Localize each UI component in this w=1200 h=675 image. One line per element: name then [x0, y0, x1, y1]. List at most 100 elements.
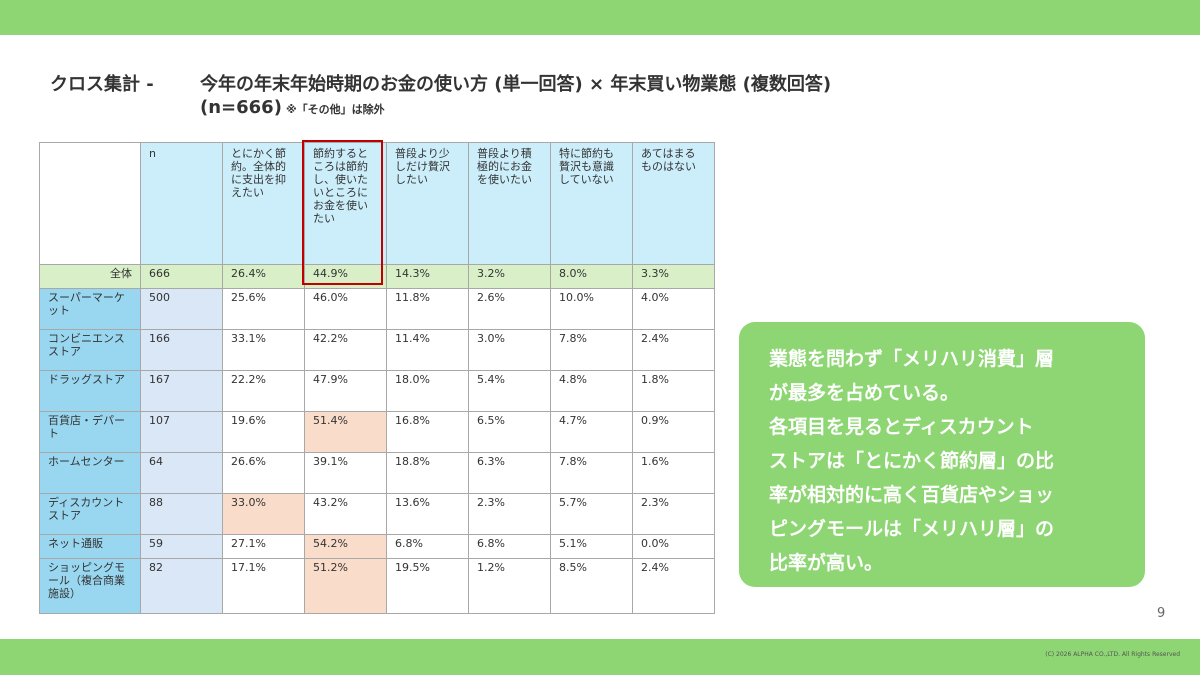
table-cell: 22.2%: [222, 370, 305, 412]
table-cell: 11.8%: [386, 288, 469, 330]
table-cell: 43.2%: [304, 493, 387, 535]
table-cell: 16.8%: [386, 411, 469, 453]
table-cell: 17.1%: [222, 558, 305, 614]
row-label: ホームセンター: [39, 452, 141, 494]
table-row: 百貨店・デパート 107 19.6% 51.4% 16.8% 6.5% 4.7%…: [39, 411, 715, 453]
table-cell: 5.4%: [468, 370, 551, 412]
row-label: コンビニエンスストア: [39, 329, 141, 371]
table-cell: 47.9%: [304, 370, 387, 412]
header-row: n とにかく節約。全体的に支出を抑えたい 節約するところは節約し、使いたいところ…: [39, 142, 715, 265]
table-cell: 18.0%: [386, 370, 469, 412]
table-cell: 2.3%: [468, 493, 551, 535]
table-cell: 4.8%: [550, 370, 633, 412]
row-label: ディスカウントストア: [39, 493, 141, 535]
table-cell: 6.5%: [468, 411, 551, 453]
table-cell: 666: [140, 264, 223, 289]
slide-title: クロス集計 - 今年の年末年始時期のお金の使い方 (単一回答) × 年末買い物業態…: [50, 70, 831, 96]
column-header: 普段より積極的にお金を使いたい: [468, 142, 551, 265]
callout-line: が最多を占めている。: [769, 382, 960, 404]
highlight-frame: [302, 140, 383, 285]
table-cell: 19.5%: [386, 558, 469, 614]
column-header: n: [140, 142, 223, 265]
row-label: スーパーマーケット: [39, 288, 141, 330]
table-cell: 2.6%: [468, 288, 551, 330]
callout-line: 業態を問わず「メリハリ消費」層: [769, 348, 1055, 370]
row-label: ショッピングモール（複合商業施設）: [39, 558, 141, 614]
exclusion-note: ※「その他」は除外: [285, 103, 385, 116]
table-cell: 26.6%: [222, 452, 305, 494]
table-cell: 3.2%: [468, 264, 551, 289]
title-label: クロス集計 -: [50, 74, 154, 95]
table-row: ネット通販 59 27.1% 54.2% 6.8% 6.8% 5.1% 0.0%: [39, 534, 715, 559]
column-header: 節約するところは節約し、使いたいところにお金を使いたい: [304, 142, 387, 265]
table-cell: 167: [140, 370, 223, 412]
callout-line: ピングモールは「メリハリ層」の: [769, 518, 1055, 540]
callout-line: ストアは「とにかく節約層」の比: [769, 450, 1055, 472]
table-cell: 3.3%: [632, 264, 715, 289]
table-cell: 4.0%: [632, 288, 715, 330]
table-cell: 11.4%: [386, 329, 469, 371]
highlighted-cell: 51.4%: [304, 411, 387, 453]
row-label: 百貨店・デパート: [39, 411, 141, 453]
table-cell: 166: [140, 329, 223, 371]
table-cell: 46.0%: [304, 288, 387, 330]
table-row: スーパーマーケット 500 25.6% 46.0% 11.8% 2.6% 10.…: [39, 288, 715, 330]
table-cell: 0.9%: [632, 411, 715, 453]
table-cell: 2.3%: [632, 493, 715, 535]
table-cell: 33.1%: [222, 329, 305, 371]
table-cell: 7.8%: [550, 329, 633, 371]
cross-tab-table: n とにかく節約。全体的に支出を抑えたい 節約するところは節約し、使いたいところ…: [39, 142, 715, 614]
column-header: 特に節約も贅沢も意識していない: [550, 142, 633, 265]
table-cell: 13.6%: [386, 493, 469, 535]
row-label: ネット通販: [39, 534, 141, 559]
row-label: ドラッグストア: [39, 370, 141, 412]
summary-callout: 業態を問わず「メリハリ消費」層 が最多を占めている。 各項目を見るとディスカウン…: [739, 322, 1145, 587]
table-cell: 6.8%: [386, 534, 469, 559]
page-number: 9: [1157, 606, 1166, 621]
total-row: 全体 666 26.4% 44.9% 14.3% 3.2% 8.0% 3.3%: [39, 264, 715, 289]
callout-line: 率が相対的に高く百貨店やショッ: [769, 484, 1055, 506]
table-cell: 19.6%: [222, 411, 305, 453]
table-cell: 5.7%: [550, 493, 633, 535]
table-cell: 1.8%: [632, 370, 715, 412]
title-text: 今年の年末年始時期のお金の使い方 (単一回答) × 年末買い物業態 (複数回答): [200, 74, 832, 95]
callout-line: 各項目を見るとディスカウント: [769, 416, 1034, 438]
table-cell: 1.2%: [468, 558, 551, 614]
table-cell: 64: [140, 452, 223, 494]
table-cell: 6.3%: [468, 452, 551, 494]
table-row: ドラッグストア 167 22.2% 47.9% 18.0% 5.4% 4.8% …: [39, 370, 715, 412]
row-label: 全体: [39, 264, 141, 289]
highlighted-cell: 33.0%: [222, 493, 305, 535]
table-row: コンビニエンスストア 166 33.1% 42.2% 11.4% 3.0% 7.…: [39, 329, 715, 371]
highlighted-cell: 51.2%: [304, 558, 387, 614]
slide-subtitle: (n=666) ※「その他」は除外: [200, 97, 385, 118]
sample-size: (n=666): [200, 97, 282, 118]
top-banner: [0, 0, 1200, 35]
table-cell: 7.8%: [550, 452, 633, 494]
table-cell: 42.2%: [304, 329, 387, 371]
copyright-text: (C) 2026 ALPHA CO.,LTD. All Rights Reser…: [1045, 651, 1180, 658]
table-cell: 88: [140, 493, 223, 535]
table-cell: 14.3%: [386, 264, 469, 289]
column-header: とにかく節約。全体的に支出を抑えたい: [222, 142, 305, 265]
table-cell: 27.1%: [222, 534, 305, 559]
table-cell: 1.6%: [632, 452, 715, 494]
table-cell: 44.9%: [304, 264, 387, 289]
table-cell: 39.1%: [304, 452, 387, 494]
table-cell: 8.5%: [550, 558, 633, 614]
table-cell: 3.0%: [468, 329, 551, 371]
table-row: ショッピングモール（複合商業施設） 82 17.1% 51.2% 19.5% 1…: [39, 558, 715, 614]
table-cell: 25.6%: [222, 288, 305, 330]
table-cell: 8.0%: [550, 264, 633, 289]
table-cell: 10.0%: [550, 288, 633, 330]
table-cell: 18.8%: [386, 452, 469, 494]
table-cell: 59: [140, 534, 223, 559]
table-cell: 4.7%: [550, 411, 633, 453]
table-cell: 500: [140, 288, 223, 330]
table-cell: 2.4%: [632, 329, 715, 371]
table-row: ディスカウントストア 88 33.0% 43.2% 13.6% 2.3% 5.7…: [39, 493, 715, 535]
bottom-banner: [0, 639, 1200, 675]
column-header: あてはまるものはない: [632, 142, 715, 265]
column-header: [39, 142, 141, 265]
callout-line: 比率が高い。: [769, 552, 884, 574]
